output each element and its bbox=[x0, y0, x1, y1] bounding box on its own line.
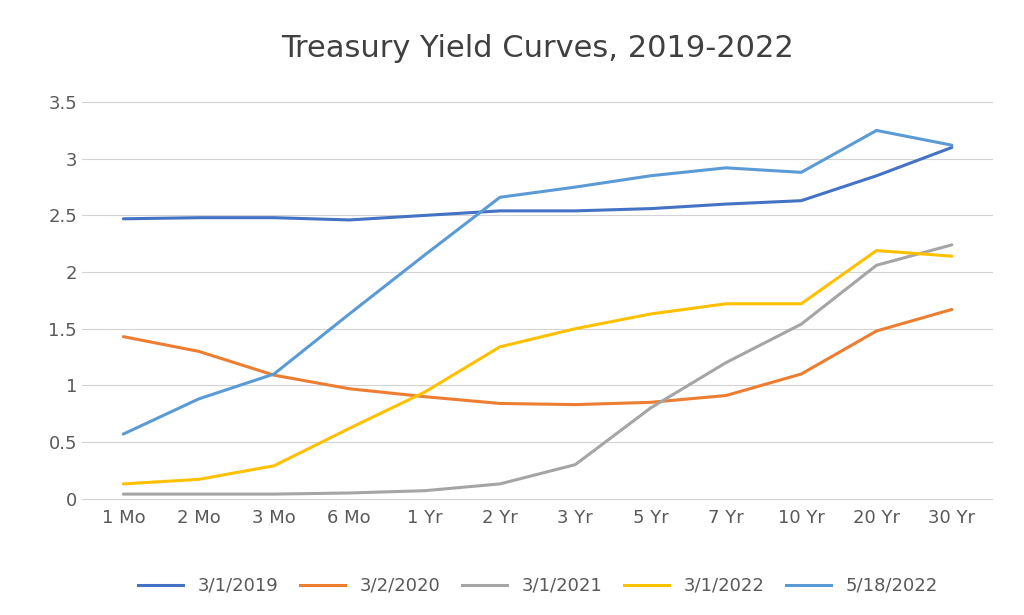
3/1/2022 bbox=[644, 311, 656, 318]
3/2/2020 bbox=[720, 392, 732, 399]
Line: 3/1/2019: 3/1/2019 bbox=[123, 148, 952, 220]
3/1/2019 bbox=[419, 212, 431, 219]
3/1/2021 bbox=[343, 490, 355, 497]
3/1/2022 bbox=[569, 325, 582, 332]
Legend: 3/1/2019, 3/2/2020, 3/1/2021, 3/1/2022, 5/18/2022: 3/1/2019, 3/2/2020, 3/1/2021, 3/1/2022, … bbox=[130, 569, 945, 601]
5/18/2022 bbox=[795, 169, 807, 176]
5/18/2022 bbox=[117, 430, 129, 438]
3/1/2021 bbox=[720, 359, 732, 367]
3/1/2019 bbox=[644, 205, 656, 212]
3/1/2021 bbox=[494, 480, 506, 488]
3/1/2022 bbox=[419, 389, 431, 396]
3/2/2020 bbox=[644, 399, 656, 406]
3/1/2021 bbox=[268, 490, 281, 498]
5/18/2022 bbox=[644, 172, 656, 180]
3/1/2022 bbox=[117, 480, 129, 488]
3/2/2020 bbox=[795, 370, 807, 378]
Line: 3/1/2022: 3/1/2022 bbox=[123, 250, 952, 484]
3/1/2019 bbox=[343, 216, 355, 224]
Title: Treasury Yield Curves, 2019-2022: Treasury Yield Curves, 2019-2022 bbox=[282, 34, 794, 63]
3/2/2020 bbox=[268, 371, 281, 379]
3/2/2020 bbox=[946, 306, 958, 313]
3/1/2019 bbox=[569, 207, 582, 215]
3/1/2022 bbox=[494, 343, 506, 351]
3/2/2020 bbox=[569, 401, 582, 408]
3/1/2019 bbox=[494, 207, 506, 215]
3/1/2021 bbox=[946, 241, 958, 248]
3/1/2022 bbox=[193, 475, 205, 483]
3/1/2022 bbox=[870, 247, 883, 254]
3/1/2021 bbox=[870, 261, 883, 269]
3/2/2020 bbox=[193, 347, 205, 355]
3/1/2022 bbox=[795, 300, 807, 308]
Line: 3/1/2021: 3/1/2021 bbox=[123, 245, 952, 494]
5/18/2022 bbox=[343, 311, 355, 318]
3/1/2022 bbox=[343, 425, 355, 432]
5/18/2022 bbox=[193, 395, 205, 403]
3/2/2020 bbox=[419, 393, 431, 400]
3/2/2020 bbox=[494, 400, 506, 407]
Line: 5/18/2022: 5/18/2022 bbox=[123, 130, 952, 434]
3/1/2022 bbox=[268, 462, 281, 469]
5/18/2022 bbox=[494, 194, 506, 201]
3/1/2022 bbox=[720, 300, 732, 308]
3/1/2021 bbox=[117, 490, 129, 498]
5/18/2022 bbox=[419, 252, 431, 259]
5/18/2022 bbox=[569, 183, 582, 191]
3/1/2019 bbox=[795, 197, 807, 204]
5/18/2022 bbox=[946, 141, 958, 149]
3/1/2019 bbox=[193, 214, 205, 221]
5/18/2022 bbox=[720, 164, 732, 172]
5/18/2022 bbox=[870, 127, 883, 134]
3/1/2021 bbox=[795, 320, 807, 328]
5/18/2022 bbox=[268, 370, 281, 378]
3/1/2021 bbox=[569, 461, 582, 469]
3/1/2021 bbox=[419, 487, 431, 494]
3/1/2022 bbox=[946, 253, 958, 260]
3/1/2019 bbox=[117, 215, 129, 223]
3/1/2021 bbox=[644, 404, 656, 411]
3/1/2019 bbox=[720, 200, 732, 208]
3/1/2021 bbox=[193, 490, 205, 498]
3/2/2020 bbox=[117, 333, 129, 340]
3/1/2019 bbox=[268, 214, 281, 221]
3/2/2020 bbox=[343, 385, 355, 392]
Line: 3/2/2020: 3/2/2020 bbox=[123, 309, 952, 405]
3/1/2019 bbox=[946, 144, 958, 151]
3/1/2019 bbox=[870, 172, 883, 180]
3/2/2020 bbox=[870, 327, 883, 335]
